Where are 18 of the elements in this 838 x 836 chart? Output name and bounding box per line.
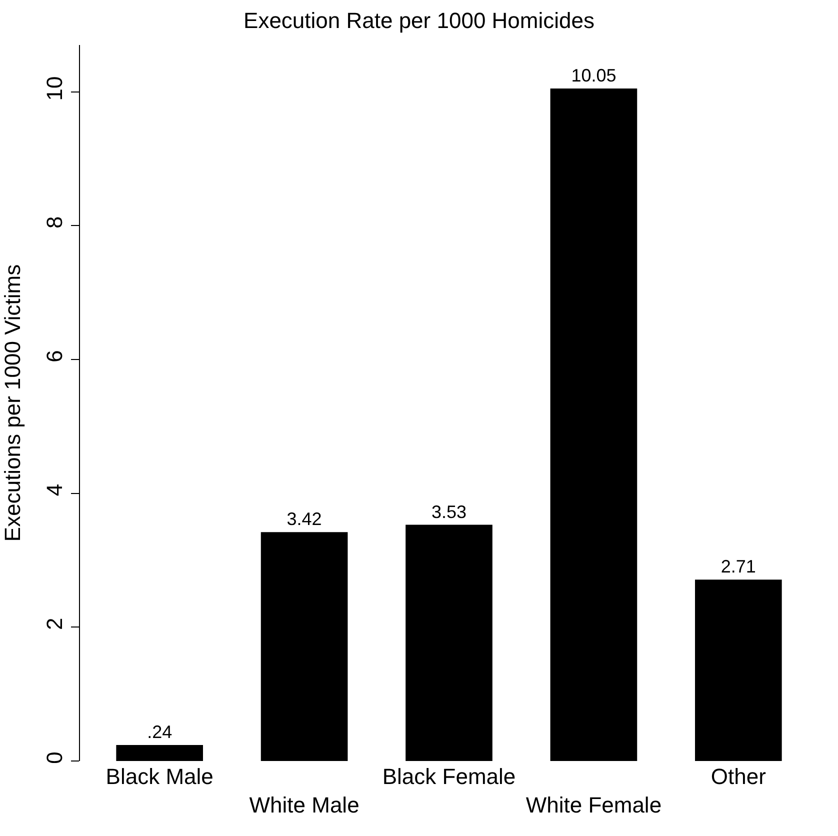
data-label: 3.53 [431, 502, 467, 522]
x-tick-label: Black Male [106, 764, 214, 789]
y-tick-label: 2 [42, 618, 68, 630]
chart-title: Execution Rate per 1000 Homicides [244, 8, 594, 33]
x-tick-label: Black Female [382, 764, 516, 789]
y-axis-title: Executions per 1000 Victims [0, 264, 25, 542]
data-label: 3.42 [286, 509, 322, 530]
data-label: 2.71 [720, 556, 756, 577]
y-tick-label: 6 [42, 350, 68, 362]
y-tick-label: 4 [42, 484, 68, 496]
y-tick-label: 8 [42, 216, 68, 228]
data-label: 10.05 [571, 66, 616, 86]
x-tick-label: Other [710, 764, 766, 789]
x-tick-label: White Male [249, 792, 360, 818]
x-tick-label: White Female [526, 792, 662, 818]
data-label: .24 [147, 722, 172, 742]
y-tick-label: 0 [42, 752, 68, 764]
y-tick-label: 10 [42, 76, 68, 101]
